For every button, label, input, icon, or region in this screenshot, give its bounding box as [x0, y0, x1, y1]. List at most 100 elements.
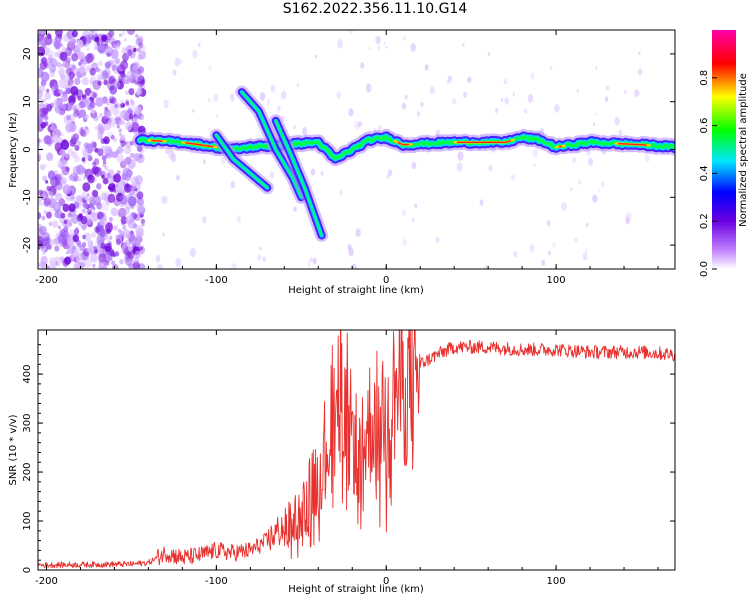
noise-speckle	[320, 170, 324, 176]
noise-speckle	[71, 53, 78, 62]
noise-speckle	[63, 226, 69, 233]
noise-speckle	[132, 185, 137, 192]
noise-speckle	[127, 245, 133, 252]
noise-speckle	[38, 228, 45, 237]
noise-speckle	[135, 225, 144, 235]
noise-speckle	[108, 177, 114, 184]
noise-speckle	[115, 58, 121, 64]
noise-speckle	[76, 165, 85, 176]
noise-speckle	[89, 79, 95, 85]
noise-speckle	[136, 47, 141, 52]
noise-speckle	[123, 207, 131, 215]
noise-speckle	[162, 232, 165, 237]
spectrogram-xlabel: Height of straight line (km)	[288, 285, 424, 296]
noise-speckle	[163, 196, 168, 204]
noise-speckle	[117, 145, 124, 154]
noise-speckle	[84, 114, 89, 120]
noise-speckle	[45, 180, 49, 184]
noise-speckle	[44, 121, 49, 127]
noise-speckle	[67, 148, 74, 156]
noise-speckle	[511, 174, 516, 181]
noise-speckle	[487, 52, 491, 56]
noise-speckle	[411, 161, 417, 170]
noise-speckle	[86, 193, 90, 197]
snr-frame	[37, 329, 676, 571]
noise-speckle	[81, 208, 86, 214]
noise-speckle	[77, 95, 82, 101]
noise-speckle	[121, 134, 126, 139]
noise-speckle	[127, 170, 132, 176]
noise-speckle	[83, 34, 92, 45]
noise-speckle	[130, 153, 135, 158]
snr-xtick-label: 0	[383, 576, 389, 587]
noise-speckle	[546, 220, 551, 227]
noise-speckle	[189, 247, 196, 258]
noise-speckle	[94, 239, 102, 248]
noise-speckle	[638, 51, 641, 56]
noise-speckle	[134, 80, 139, 85]
noise-speckle	[38, 154, 41, 161]
noise-speckle	[87, 174, 95, 184]
noise-speckle	[38, 223, 43, 231]
noise-speckle	[103, 79, 108, 86]
noise-speckle	[68, 203, 76, 212]
noise-speckle	[109, 103, 115, 110]
noise-speckle	[54, 142, 63, 152]
noise-speckle	[578, 180, 582, 185]
noise-speckle	[336, 91, 342, 99]
noise-speckle	[92, 263, 96, 268]
noise-speckle	[618, 129, 623, 137]
noise-speckle	[80, 97, 89, 108]
noise-speckle	[47, 137, 54, 145]
noise-speckle	[38, 145, 43, 152]
noise-speckle	[40, 71, 50, 82]
noise-speckle	[119, 133, 123, 137]
noise-speckle	[71, 38, 77, 45]
noise-speckle	[101, 145, 106, 151]
noise-speckle	[141, 222, 145, 227]
noise-speckle	[61, 159, 68, 168]
noise-speckle	[49, 125, 54, 131]
noise-speckle	[81, 157, 86, 162]
noise-speckle	[160, 195, 166, 204]
noise-speckle	[385, 45, 388, 49]
noise-speckle	[94, 125, 99, 131]
noise-speckle	[108, 76, 115, 85]
noise-speckle	[533, 163, 536, 167]
noise-speckle	[52, 220, 59, 228]
noise-speckle	[337, 39, 343, 49]
noise-speckle	[128, 88, 135, 96]
noise-speckle	[114, 109, 122, 119]
noise-speckle	[83, 175, 87, 180]
noise-speckle	[138, 43, 146, 53]
noise-speckle	[109, 217, 113, 222]
noise-speckle	[101, 34, 108, 42]
noise-speckle	[63, 219, 68, 224]
noise-speckle	[368, 46, 371, 51]
snr-xlabel: Height of straight line (km)	[288, 584, 424, 595]
noise-speckle	[125, 121, 133, 131]
noise-speckle	[139, 246, 143, 251]
colorbar-tick-label: 0.0	[699, 261, 710, 277]
snr-ytick-label: 300	[22, 414, 33, 433]
noise-speckle	[46, 265, 51, 269]
noise-speckle	[134, 105, 142, 115]
noise-speckle	[383, 41, 386, 45]
noise-speckle	[121, 30, 126, 36]
noise-speckle	[98, 80, 103, 87]
noise-speckle	[50, 50, 54, 55]
noise-speckle	[133, 213, 138, 219]
noise-speckle	[512, 92, 515, 97]
noise-speckle	[488, 165, 493, 172]
noise-speckle	[302, 127, 308, 136]
noise-speckle	[89, 30, 98, 36]
noise-speckle	[637, 68, 643, 76]
noise-speckle	[93, 158, 100, 166]
noise-speckle	[100, 201, 109, 212]
noise-speckle	[86, 66, 91, 72]
noise-speckle	[124, 156, 132, 165]
noise-speckle	[104, 260, 110, 266]
noise-speckle	[97, 74, 103, 81]
noise-speckle	[115, 234, 119, 239]
